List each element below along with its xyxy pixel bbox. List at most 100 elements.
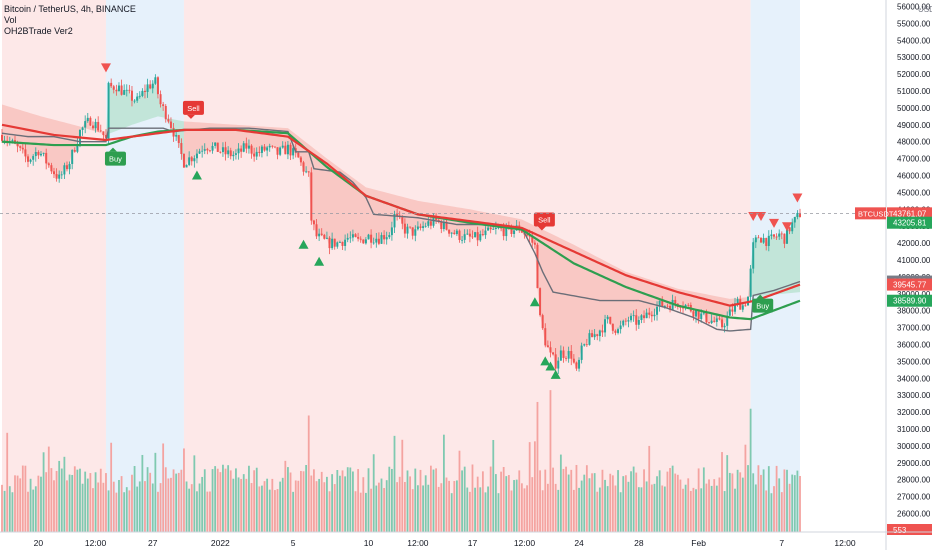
volume-bar (450, 493, 453, 532)
candle-body (344, 239, 347, 246)
sell-signal: Sell (533, 212, 555, 231)
time-tick-label: 24 (574, 538, 584, 548)
candle-body (635, 315, 638, 325)
volume-bar (276, 489, 279, 532)
candle-body (588, 333, 591, 345)
volume-tag-bg (887, 524, 932, 535)
candle-body (640, 315, 643, 321)
volume-bar (24, 465, 27, 532)
buy-triangle (529, 297, 540, 307)
signal-pointer (537, 226, 546, 231)
volume-bar (531, 477, 534, 532)
candle-body (463, 234, 466, 240)
price-tick-label: 27000.00 (897, 493, 931, 502)
candle-body (99, 130, 102, 132)
candle-body (299, 157, 302, 163)
candle-body (549, 347, 552, 353)
volume-bar (455, 480, 458, 532)
volume-bar (123, 492, 126, 532)
volume-bar (593, 473, 596, 532)
candle-body (533, 242, 536, 245)
candle-body (255, 151, 258, 157)
volume-bar (648, 445, 651, 532)
volume-bar (468, 491, 471, 532)
volume-bar (409, 476, 411, 532)
volume-bar (172, 469, 175, 532)
candle-body (229, 150, 232, 157)
candle-body (162, 104, 165, 106)
candle-body (50, 165, 53, 172)
volume-bar (442, 434, 445, 532)
volume-bar (27, 491, 29, 532)
volume-bar (396, 482, 399, 532)
volume-bar (549, 390, 552, 532)
candle-body (159, 94, 162, 105)
price-tick-label: 26000.00 (897, 510, 931, 519)
candle-body (674, 299, 677, 304)
volume-bar (45, 472, 48, 532)
candle-body (715, 318, 718, 322)
volume-bar (211, 469, 214, 532)
volume-bar (429, 465, 432, 532)
volume-bar (494, 474, 497, 532)
volume-bar (471, 464, 474, 532)
volume-bar (653, 483, 656, 532)
candle-body (104, 135, 107, 139)
red-ema-line (1, 123, 801, 307)
price-tick-label: 30000.00 (897, 442, 931, 451)
volume-bar (159, 483, 162, 532)
candle-body (268, 145, 271, 148)
volume-bar (510, 490, 513, 532)
candle-body (42, 152, 45, 154)
volume-bar (723, 491, 726, 532)
candle-body (713, 320, 716, 322)
candle-body (749, 268, 752, 297)
volume-bar (458, 450, 461, 532)
volume-bar (796, 470, 799, 532)
price-tick-label: 56000.00 (897, 3, 931, 12)
candle-body (721, 319, 724, 328)
candle-body (76, 144, 79, 152)
volume-bar (55, 470, 58, 532)
volume-bar (518, 470, 521, 532)
buy-triangle (314, 256, 325, 266)
price-axis: 56000.00 55000.00 54000.00 53000.00 52000.00… (885, 0, 932, 550)
candle-body (726, 315, 729, 326)
volume-bar (359, 492, 362, 532)
candle-body (385, 237, 388, 240)
volume-bar (622, 476, 625, 532)
volume-bar (188, 488, 191, 532)
price-tag-bg (887, 294, 932, 307)
volume-bar (253, 470, 256, 532)
volume-bar (258, 486, 261, 532)
volume-bar (331, 474, 334, 532)
volume-bar (645, 481, 648, 532)
volume-bar (307, 415, 310, 532)
volume-bar (393, 435, 396, 532)
volume-bar (362, 477, 365, 532)
candle-body (474, 232, 477, 238)
volume-bar (97, 482, 100, 532)
candle-body (71, 149, 74, 164)
buy-triangle (298, 239, 309, 249)
volume-bar (206, 491, 209, 532)
candle-body (773, 234, 776, 237)
candle-body (663, 305, 666, 307)
candle-body (123, 90, 126, 95)
volume-bar (773, 486, 775, 532)
volume-bar (513, 480, 515, 532)
price-tick-label: 42000.00 (897, 239, 931, 248)
candle-body (476, 232, 479, 241)
candle-body (479, 234, 482, 241)
candle-body (411, 227, 414, 236)
volume-bar (125, 487, 128, 532)
signal-label-bg (182, 100, 204, 115)
volume-bar (99, 468, 102, 532)
candle-body (765, 237, 768, 246)
volume-bar (640, 487, 643, 532)
volume-bar (339, 475, 341, 532)
sell-signal: Sell (182, 100, 204, 119)
price-tick-label: 53000.00 (897, 53, 931, 62)
